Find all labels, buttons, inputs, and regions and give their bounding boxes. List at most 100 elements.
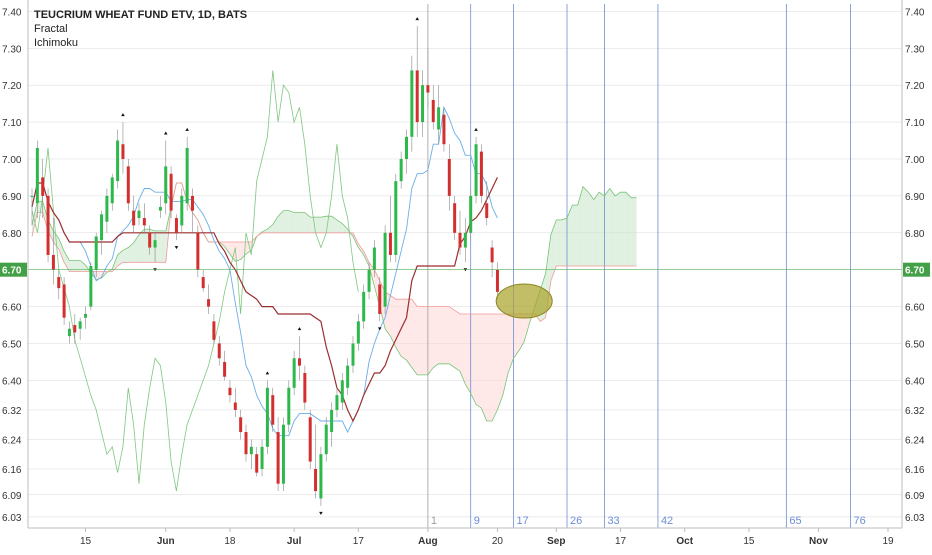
- y-tick-label-left: 7.10: [2, 118, 22, 129]
- candle-body: [35, 147, 39, 204]
- cloud-segment: [267, 224, 273, 233]
- candle-body: [447, 158, 451, 196]
- cloud-segment: [492, 313, 498, 421]
- cloud-segment: [122, 247, 129, 263]
- cloud-segment: [476, 313, 482, 409]
- cloud-segment: [433, 306, 439, 368]
- indicator-ichimoku[interactable]: Ichimoku: [34, 37, 79, 49]
- cloud-segment: [593, 192, 600, 266]
- x-tick-label: 20: [492, 536, 504, 547]
- x-tick-label: 17: [353, 536, 365, 547]
- candle-body: [89, 266, 93, 307]
- cloud-segment: [342, 223, 348, 233]
- candle-body: [276, 432, 280, 484]
- y-tick-label-left: 7.00: [2, 155, 22, 166]
- y-tick-label-right: 6.24: [905, 435, 925, 446]
- candle-body: [453, 203, 457, 233]
- y-tick-label-right: 6.16: [905, 465, 925, 476]
- candle-body: [153, 240, 157, 248]
- candle-body: [212, 321, 216, 340]
- candle-body: [67, 328, 71, 337]
- candle-body: [410, 70, 414, 137]
- y-tick-label-right: 7.40: [905, 7, 925, 18]
- candle-body: [207, 299, 211, 307]
- candle-body: [121, 144, 125, 159]
- cloud-segment: [133, 234, 139, 263]
- cloud-segment: [283, 210, 289, 233]
- candle-body: [191, 195, 194, 211]
- candle-body: [223, 361, 227, 377]
- y-tick-label-right: 6.60: [905, 303, 925, 314]
- y-tick-label-right: 7.00: [905, 155, 925, 166]
- cloud-segment: [438, 306, 444, 364]
- cloud-segment: [417, 306, 423, 375]
- candle-body: [388, 232, 392, 255]
- candle-body: [142, 218, 146, 226]
- cloud-segment: [524, 313, 530, 342]
- candle-body: [62, 284, 66, 318]
- cloud-segment: [326, 216, 332, 233]
- x-tick-label: Nov: [809, 536, 828, 547]
- price-box-left: [0, 262, 27, 277]
- cloud-segment: [572, 205, 578, 266]
- cloud-segment: [465, 313, 471, 394]
- candle-body: [84, 313, 87, 318]
- cloud-segment: [550, 219, 557, 281]
- cycle-label: 17: [517, 515, 529, 527]
- cloud-segment: [74, 260, 81, 272]
- chikou-span: [31, 70, 359, 492]
- cloud-segment: [449, 306, 455, 368]
- x-tick-label: Oct: [676, 536, 693, 547]
- cloud-segment: [583, 186, 589, 266]
- candle-body: [132, 210, 136, 226]
- cloud-segment: [609, 188, 616, 266]
- candle-body: [495, 269, 499, 292]
- x-tick-label: Aug: [418, 536, 437, 547]
- ichimoku-cloud: [32, 182, 637, 421]
- candle-body: [340, 380, 344, 403]
- candle-body: [73, 325, 77, 333]
- cloud-segment: [599, 192, 605, 266]
- candle-body: [281, 424, 285, 484]
- candle-body: [148, 232, 152, 248]
- cycle-label: 65: [789, 515, 801, 527]
- candle-body: [394, 181, 398, 255]
- indicator-fractal[interactable]: Fractal: [34, 23, 68, 35]
- cloud-segment: [229, 242, 236, 262]
- price-label-left: 6.70: [2, 266, 22, 277]
- fractal-up: [265, 371, 270, 375]
- y-tick-label-left: 6.90: [2, 192, 22, 203]
- y-tick-label-left: 7.30: [2, 44, 22, 55]
- y-tick-label-right: 6.09: [905, 491, 925, 502]
- cloud-segment: [561, 218, 567, 266]
- y-tick-label-right: 6.50: [905, 339, 925, 350]
- candle-body: [287, 387, 291, 425]
- cloud-segment: [358, 243, 364, 255]
- candle-body: [303, 373, 307, 403]
- candle-body: [421, 85, 425, 123]
- cloud-segment: [64, 251, 70, 272]
- cloud-segment: [363, 251, 370, 266]
- cloud-segment: [604, 188, 610, 266]
- candle-body: [437, 107, 441, 130]
- y-tick-label-left: 6.32: [2, 406, 22, 417]
- y-tick-label-right: 7.20: [905, 81, 925, 92]
- candle-body: [485, 203, 489, 219]
- cloud-segment: [588, 192, 594, 266]
- x-tick-label: Jul: [287, 536, 302, 547]
- candle-body: [105, 195, 109, 222]
- candle-body: [356, 321, 360, 344]
- cloud-segment: [427, 306, 434, 375]
- fractal-up: [163, 131, 168, 135]
- cloud-segment: [620, 192, 626, 266]
- candle-body: [126, 166, 130, 204]
- candle-body: [244, 432, 248, 455]
- cycle-label: 33: [607, 515, 619, 527]
- candle-body: [324, 424, 328, 455]
- cloud-segment: [224, 242, 230, 255]
- candle-body: [228, 387, 232, 396]
- fractal-up: [415, 17, 419, 21]
- cloud-segment: [460, 313, 466, 385]
- candle-body: [271, 395, 275, 425]
- kijun-sen: [31, 177, 498, 423]
